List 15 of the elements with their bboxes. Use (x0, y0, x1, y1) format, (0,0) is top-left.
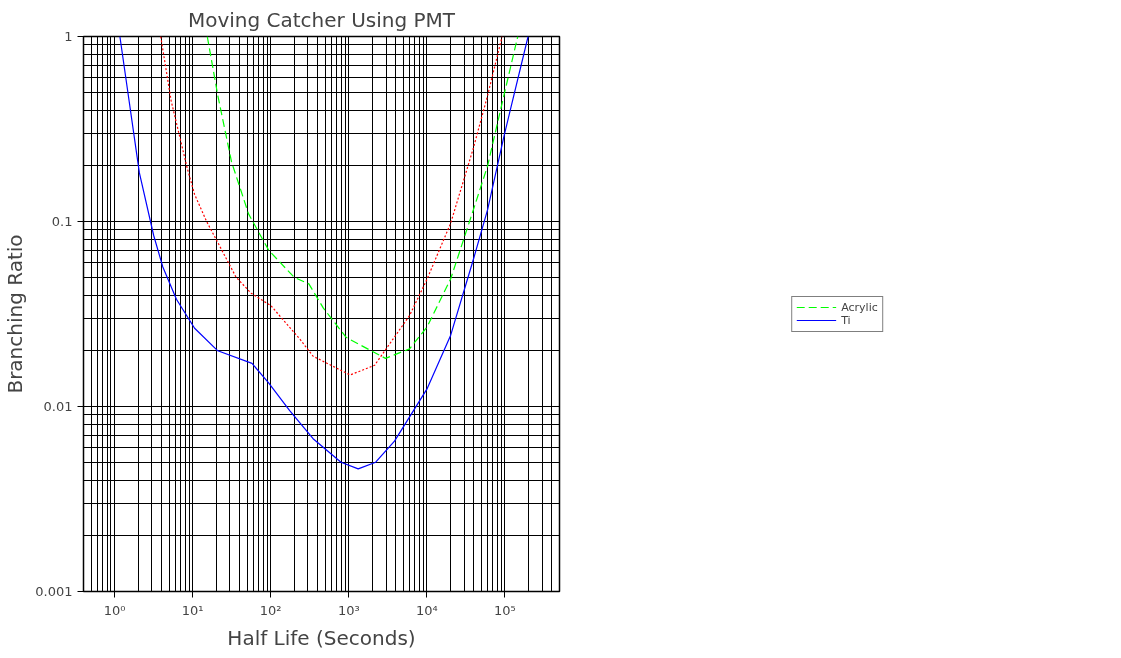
x-tick-label: 10⁰ (103, 602, 126, 618)
x-tick-label: 10⁵ (494, 602, 516, 618)
legend-label: Acrylic (841, 300, 878, 314)
y-tick-label: 1 (64, 29, 73, 44)
legend-label: Ti (841, 313, 852, 327)
x-tick-label: 10³ (337, 602, 360, 618)
y-axis-title: Branching Ratio (3, 234, 28, 394)
y-tick-label: 0.01 (43, 399, 73, 414)
y-tick-label: 0.001 (35, 584, 73, 599)
x-tick-label: 10² (259, 602, 282, 618)
x-axis-title: Half Life (Seconds) (227, 625, 416, 650)
x-tick-label: 10⁴ (415, 602, 438, 618)
x-tick-label: 10¹ (181, 602, 204, 618)
chart-title: Moving Catcher Using PMT (187, 7, 456, 32)
y-tick-label: 0.1 (51, 214, 73, 229)
